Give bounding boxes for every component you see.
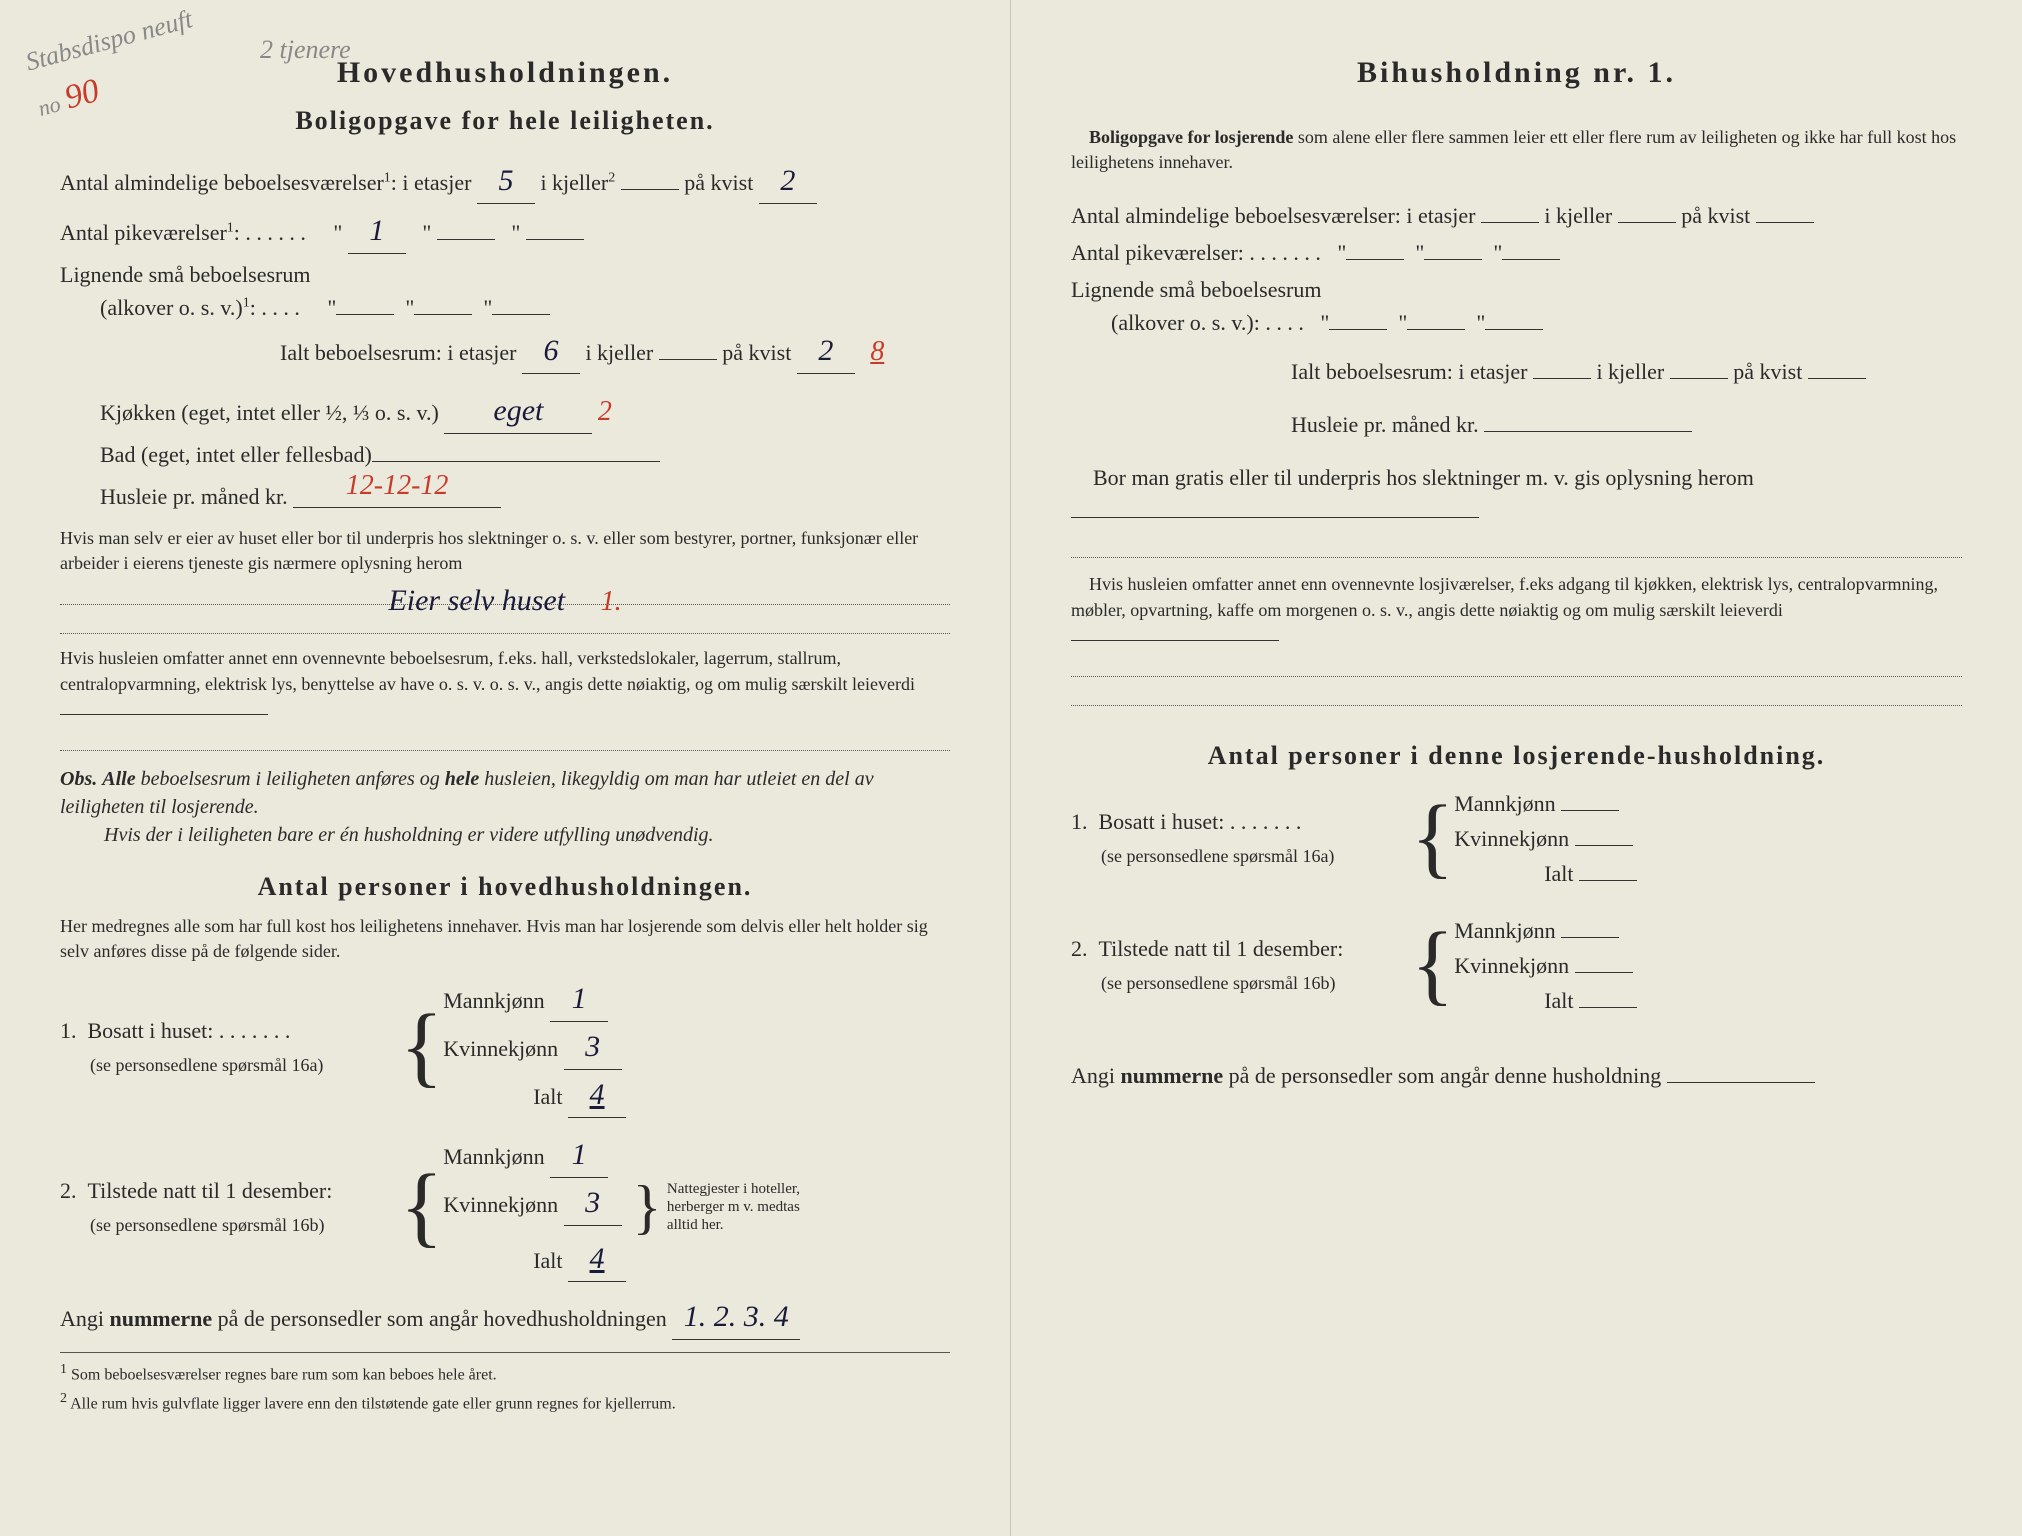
row-maidrooms: Antal pikeværelser1: . . . . . . " 1 " " (60, 208, 950, 254)
bottom-numbers: Angi nummerne på de personsedler som ang… (60, 1294, 950, 1340)
r-row-bedrooms: Antal almindelige beboelsesværelser: i e… (1071, 199, 1962, 232)
footnotes: 1 Som beboelsesværelser regnes bare rum … (60, 1352, 950, 1416)
row-similar-rooms: Lignende små beboelsesrum (alkover o. s.… (60, 258, 950, 324)
section-persons-intro: Her medregnes alle som har full kost hos… (60, 914, 950, 964)
rent-note: Hvis husleien omfatter annet enn ovennev… (60, 646, 950, 722)
r-note1: Bor man gratis eller til underpris hos s… (1071, 461, 1962, 527)
r-row-maidrooms: Antal pikeværelser: . . . . . . . " " " (1071, 236, 1962, 269)
question-2: 2. Tilstede natt til 1 desember: (se per… (60, 1130, 950, 1284)
right-intro: Boligopgave for losjerende som alene ell… (1071, 125, 1962, 175)
owner-fill: Eier selv huset 1. (60, 578, 950, 605)
document-spread: Stabsdispo neuft no 90 2 tjenere Hovedhu… (0, 0, 2022, 1536)
r-question-1: 1. Bosatt i huset: . . . . . . . (se per… (1071, 785, 1962, 892)
r-row-total: Ialt beboelsesrum: i etasjer i kjeller p… (1071, 355, 1962, 388)
row-rent: Husleie pr. måned kr. 12-12-12 (60, 475, 950, 518)
top-annotation: 2 tjenere (260, 30, 351, 69)
row-bath: Bad (eget, intet eller fellesbad) (60, 438, 950, 471)
r-row-rent: Husleie pr. måned kr. (1071, 408, 1962, 441)
right-title: Bihusholdning nr. 1. (1071, 50, 1962, 95)
owner-note: Hvis man selv er eier av huset eller bor… (60, 526, 950, 576)
blank-line (1071, 679, 1962, 706)
r-bottom-numbers: Angi nummerne på de personsedler som ang… (1071, 1059, 1962, 1092)
obs-note: Obs. Alle beboelsesrum i leiligheten anf… (60, 765, 950, 849)
right-page: Bihusholdning nr. 1. Boligopgave for los… (1011, 0, 2022, 1536)
r-question-2: 2. Tilstede natt til 1 desember: (se per… (1071, 912, 1962, 1019)
r-note2: Hvis husleien omfatter annet enn ovennev… (1071, 572, 1962, 648)
section-persons-title: Antal personer i hovedhusholdningen. (60, 867, 950, 906)
r-row-similar: Lignende små beboelsesrum (alkover o. s.… (1071, 273, 1962, 339)
left-page: Stabsdispo neuft no 90 2 tjenere Hovedhu… (0, 0, 1011, 1536)
row-bedrooms: Antal almindelige beboelsesværelser1: i … (60, 158, 950, 204)
subtitle: Boligopgave for hele leiligheten. (60, 101, 950, 140)
blank-line (1071, 531, 1962, 558)
r-section-title: Antal personer i denne losjerende-hushol… (1071, 736, 1962, 775)
row-kitchen: Kjøkken (eget, intet eller ½, ⅓ o. s. v.… (60, 388, 950, 434)
row-total-rooms: Ialt beboelsesrum: i etasjer 6 i kjeller… (60, 328, 950, 374)
blank-line-2 (60, 724, 950, 751)
question-1: 1. Bosatt i huset: . . . . . . . (se per… (60, 974, 950, 1120)
blank-line (1071, 650, 1962, 677)
